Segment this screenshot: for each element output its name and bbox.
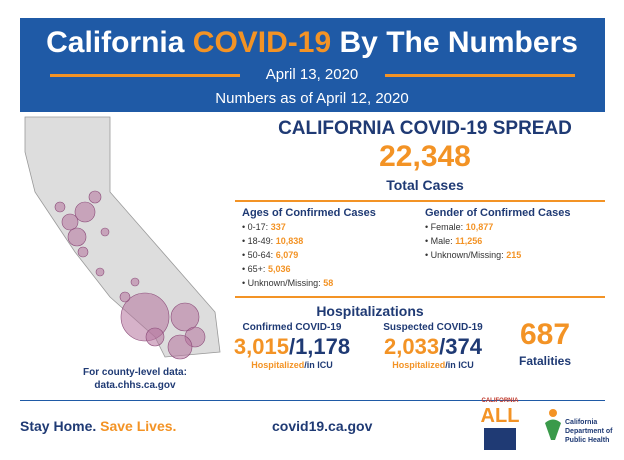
hospitalized-label: Hospitalized	[392, 360, 446, 370]
item-value: 10,838	[275, 236, 304, 246]
item-value: 5,036	[267, 264, 291, 274]
fatalities-label: Fatalities	[518, 354, 572, 368]
list-item: • Female: 10,877	[425, 222, 494, 232]
list-item: • 0-17: 337	[242, 222, 286, 232]
logo1-box	[484, 428, 516, 450]
ages-list: • 0-17: 337 • 18-49: 10,838 • 50-64: 6,079…	[242, 222, 333, 292]
item-value: 58	[323, 278, 334, 288]
gender-title: Gender of Confirmed Cases	[425, 207, 571, 219]
item-label: 0-17:	[247, 222, 269, 232]
hosp-label: Confirmed COVID-19	[242, 322, 342, 333]
date: April 13, 2020	[265, 66, 359, 83]
icu-label: /in ICU	[445, 360, 474, 370]
hosp-sub: Hospitalized/in ICU	[217, 360, 367, 370]
hosp-label: Suspected COVID-19	[383, 322, 483, 333]
hosp-numbers: 2,033/374	[358, 334, 508, 360]
item-value: 337	[270, 222, 286, 232]
hosp-group: Suspected COVID-19 2,033/374 Hospitalized/…	[358, 322, 508, 370]
item-value: 215	[506, 250, 522, 260]
item-value: 11,256	[455, 236, 483, 246]
as-of: Numbers as of April 12, 2020	[215, 90, 409, 107]
list-item: • 50-64: 6,079	[242, 250, 299, 260]
logo2-icon	[545, 409, 561, 440]
title: California COVID-19 By The Numbers	[0, 26, 624, 60]
hosp-numbers: 3,015/1,178	[217, 334, 367, 360]
map	[24, 116, 221, 360]
rule	[385, 74, 575, 77]
icu-label: /in ICU	[304, 360, 333, 370]
separator: /	[288, 334, 296, 359]
case-bubbles	[54, 190, 206, 360]
list-item: • 18-49: 10,838	[242, 236, 304, 246]
item-value: 10,877	[465, 222, 494, 232]
item-label: Unknown/Missing:	[430, 250, 504, 260]
list-item: • Unknown/Missing: 58	[242, 278, 334, 288]
item-label: Unknown/Missing:	[247, 278, 321, 288]
county-url[interactable]: data.chhs.ca.gov	[94, 380, 176, 391]
item-label: 65+:	[247, 264, 266, 274]
website[interactable]: covid19.ca.gov	[272, 418, 373, 434]
hosp-group: Confirmed COVID-19 3,015/1,178 Hospitalize…	[217, 322, 367, 370]
list-item: • 65+: 5,036	[242, 264, 291, 274]
title-part: By The Numbers	[339, 26, 578, 59]
logo2-text: California Department of Public Health	[565, 419, 613, 444]
item-label: Male:	[430, 236, 453, 246]
hosp-sub: Hospitalized/in ICU	[358, 360, 508, 370]
slogan: Stay Home. Save Lives.	[20, 418, 176, 434]
slogan-1: Stay Home.	[20, 418, 97, 434]
title-part: California	[46, 26, 185, 59]
item-label: Female:	[430, 222, 464, 232]
county-label: For county-level data:	[83, 367, 187, 378]
rule	[235, 200, 605, 202]
hosp-title: Hospitalizations	[316, 303, 424, 319]
rule	[50, 74, 240, 77]
list-item: • Unknown/Missing: 215	[425, 250, 522, 260]
spread-title: CALIFORNIA COVID-19 SPREAD	[278, 118, 572, 139]
rule	[235, 296, 605, 298]
hospitalized-value: 3,015	[233, 334, 289, 359]
title-part: COVID-19	[192, 26, 332, 59]
gender-list: • Female: 10,877 • Male: 11,256 • Unknown/…	[425, 222, 521, 264]
item-value: 6,079	[275, 250, 299, 260]
item-label: 50-64:	[247, 250, 274, 260]
icu-value: 1,178	[295, 334, 351, 359]
item-label: 18-49:	[247, 236, 274, 246]
slogan-2: Save Lives.	[100, 418, 177, 434]
hospitalized-label: Hospitalized	[251, 360, 305, 370]
separator: /	[439, 334, 446, 359]
ages-title: Ages of Confirmed Cases	[242, 207, 376, 219]
rule	[20, 400, 605, 401]
logo1-top: CALIFORNIA	[481, 398, 519, 404]
total-cases: 22,348	[379, 140, 471, 173]
logo1-main: ALL	[480, 405, 520, 427]
hospitalized-value: 2,033	[384, 334, 440, 359]
icu-value: 374	[445, 334, 482, 359]
fatalities-value: 687	[519, 318, 571, 351]
list-item: • Male: 11,256	[425, 236, 483, 246]
total-label: Total Cases	[386, 177, 464, 193]
header	[20, 18, 605, 112]
